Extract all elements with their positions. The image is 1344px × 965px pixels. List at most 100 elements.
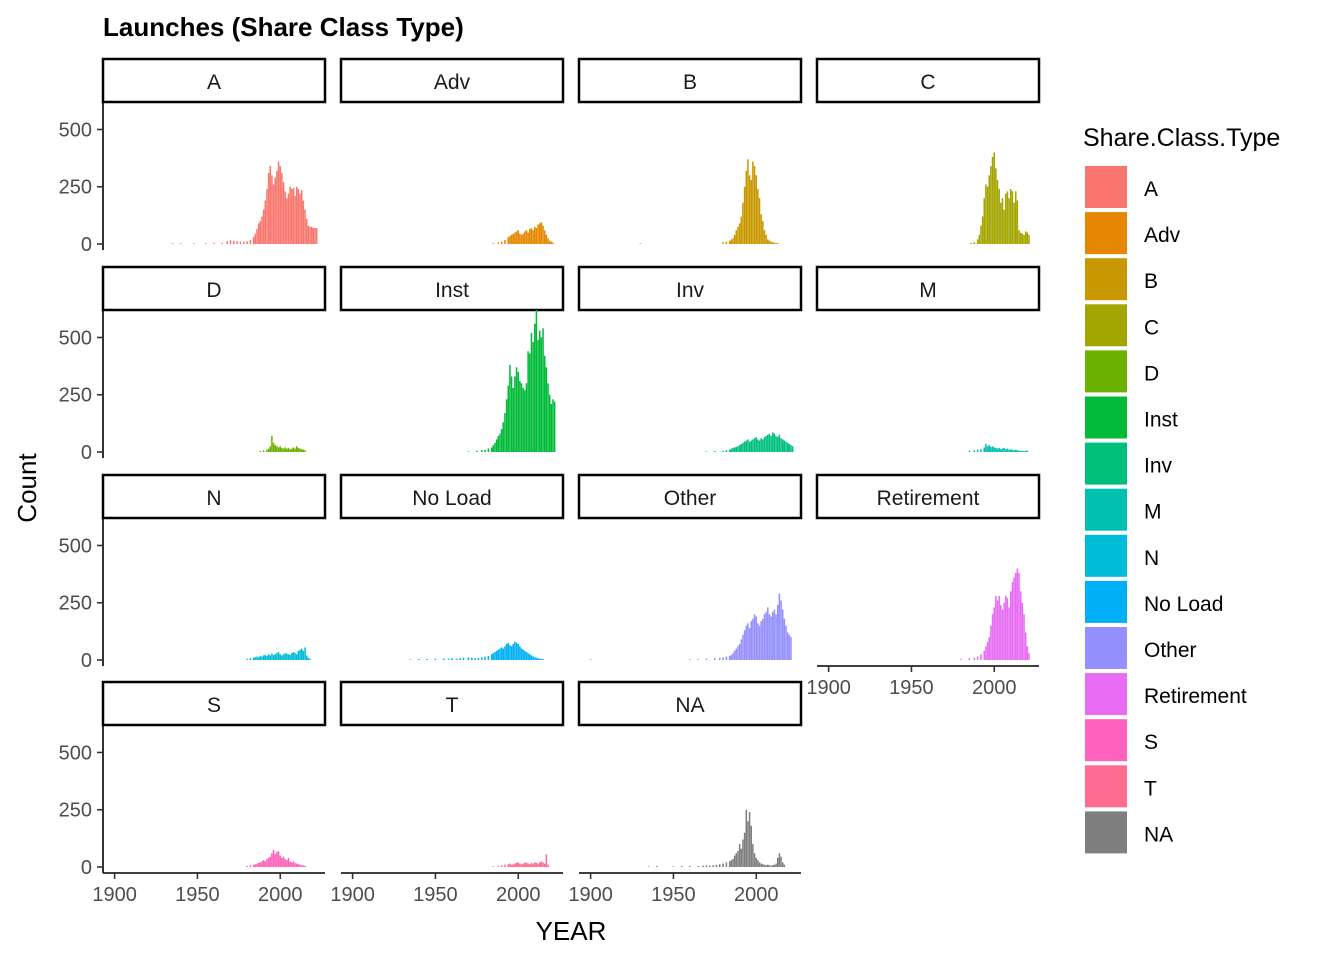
bar-inst-2011 [535, 310, 538, 452]
bar-n-2008 [292, 651, 295, 660]
bar-na-1935 [647, 866, 650, 867]
bar-na-1968 [702, 865, 704, 867]
y-tick-label-0: 0 [81, 857, 92, 879]
bar-a-2008 [292, 187, 295, 244]
bar-n-1987 [257, 657, 260, 660]
bar-n-1982 [249, 658, 252, 660]
bar-na-1960 [689, 865, 691, 867]
bar-other-2008 [768, 614, 771, 660]
legend-label-m: M [1144, 501, 1162, 524]
x-axis-title: YEAR [536, 916, 607, 946]
bar-adv-1992 [504, 239, 506, 244]
bar-c-2021 [1028, 234, 1030, 244]
legend-item-c: C [1085, 304, 1159, 347]
bar-retirement-2007 [1005, 595, 1007, 660]
bar-n-2011 [297, 650, 300, 660]
bar-other-1988 [735, 648, 738, 660]
bar-m-2019 [1024, 450, 1027, 452]
bar-s-2012 [299, 864, 301, 867]
bar-other-1989 [737, 646, 739, 660]
bar-n-1991 [264, 654, 267, 660]
bar-inv-1999 [753, 438, 756, 452]
bar-retirement-2013 [1014, 572, 1017, 660]
bar-c-1995 [985, 184, 987, 244]
bar-b-1990 [738, 223, 741, 244]
bar-t-2008 [530, 862, 533, 867]
bar-b-2013 [776, 243, 779, 244]
bar-t-1999 [515, 862, 518, 867]
bar-other-1987 [733, 650, 736, 660]
bar-adv-2020 [550, 241, 553, 244]
bar-na-1997 [750, 825, 752, 867]
bar-retirement-2011 [1011, 582, 1014, 660]
bar-retirement-2000 [993, 607, 995, 660]
bar-s-1990 [262, 860, 265, 867]
bar-c-2015 [1018, 230, 1020, 244]
bar-m-2017 [1021, 450, 1024, 452]
bar-m-2018 [1023, 451, 1025, 452]
bar-adv-2003 [522, 233, 524, 244]
bar-adv-2007 [529, 229, 531, 244]
bar-inst-2002 [520, 383, 523, 452]
bar-m-2009 [1008, 449, 1010, 452]
bar-no-load-1994 [507, 642, 510, 660]
bar-na-1991 [740, 848, 743, 867]
bar-d-2009 [294, 448, 296, 452]
bar-other-2001 [757, 623, 759, 660]
bar-a-2010 [296, 186, 298, 244]
bar-b-1980 [722, 242, 724, 244]
bar-m-2016 [1019, 450, 1022, 452]
bar-na-2007 [767, 864, 769, 867]
bar-inst-2017 [545, 367, 548, 452]
bar-s-2004 [286, 860, 288, 867]
facet-strip-c [815, 57, 1041, 104]
bar-adv-2015 [542, 225, 544, 244]
bar-c-1999 [991, 156, 994, 244]
bar-retirement-2019 [1024, 632, 1027, 660]
bars-b [639, 159, 779, 244]
legend-item-retirement: Retirement [1085, 673, 1247, 716]
bar-no-load-1989 [499, 648, 501, 660]
bar-a-1987 [257, 223, 260, 244]
bar-c-2011 [1011, 191, 1014, 244]
facet-strip-retirement [815, 473, 1041, 520]
legend-label-d: D [1144, 362, 1159, 385]
facet-strip-label-t: T [446, 694, 459, 717]
bar-a-2016 [305, 218, 308, 244]
bar-s-1988 [259, 862, 262, 867]
bar-adv-1996 [510, 234, 513, 244]
bars-other [589, 593, 792, 660]
bar-s-2015 [304, 865, 306, 867]
bar-s-2003 [284, 858, 286, 867]
bar-c-2010 [1010, 189, 1012, 244]
bar-d-1997 [274, 445, 276, 452]
bar-retirement-2008 [1006, 598, 1009, 660]
bar-retirement-2020 [1026, 646, 1029, 660]
bar-inv-2020 [788, 443, 791, 452]
bar-t-1997 [512, 864, 514, 867]
bar-d-2005 [287, 447, 290, 452]
bar-na-2004 [762, 864, 764, 867]
bar-inst-1985 [492, 445, 495, 452]
bar-inst-1986 [494, 442, 496, 452]
bar-no-load-2002 [520, 648, 523, 660]
legend-label-no-load: No Load [1144, 593, 1223, 616]
bar-m-2011 [1011, 449, 1014, 452]
bar-inv-2018 [785, 441, 787, 452]
bar-s-2013 [300, 865, 303, 867]
bar-m-2020 [1026, 450, 1029, 452]
bar-c-2001 [995, 168, 997, 244]
bar-a-2015 [304, 209, 306, 244]
bar-n-1993 [267, 654, 270, 660]
bar-na-1970 [705, 865, 708, 867]
bar-no-load-1965 [459, 658, 461, 660]
bar-n-2017 [307, 657, 310, 660]
bar-t-2007 [529, 864, 531, 867]
bar-inv-2002 [758, 440, 761, 452]
bar-inv-1991 [740, 443, 743, 452]
bar-other-1993 [743, 630, 746, 660]
bar-na-2010 [772, 865, 774, 867]
bar-na-1955 [680, 866, 683, 867]
bar-a-1997 [274, 177, 276, 244]
facet-strip-adv [339, 57, 565, 104]
